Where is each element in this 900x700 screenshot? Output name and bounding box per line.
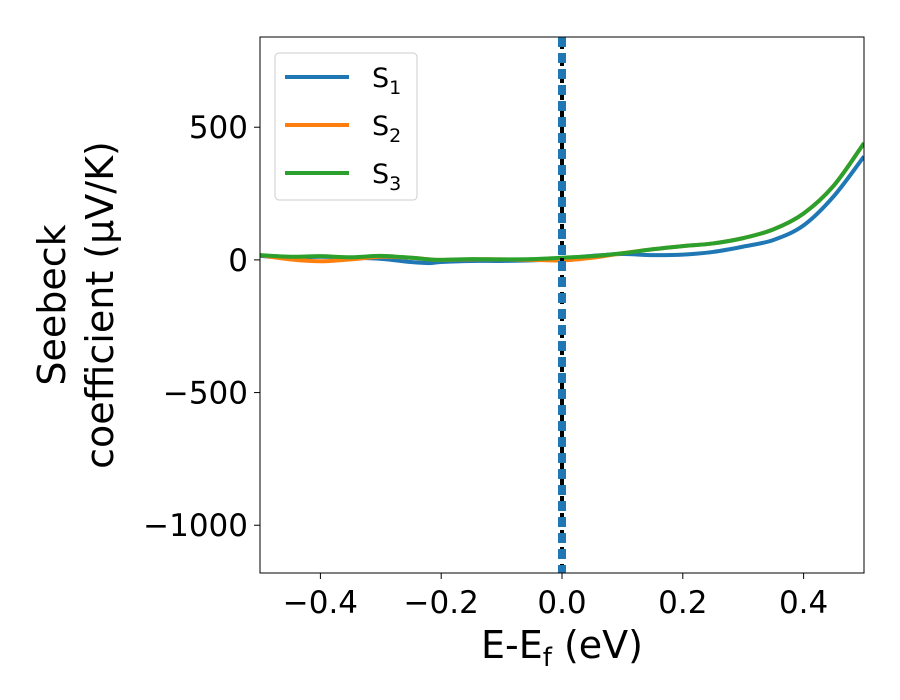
y-tick-label: −500: [163, 376, 248, 412]
legend-label-1: S1: [372, 63, 401, 99]
y-axis-label-line2: coefficient (μV/K): [78, 141, 122, 469]
legend-label-3: S3: [372, 159, 401, 195]
plot-area: [260, 141, 864, 266]
x-tick-label: 0.0: [537, 585, 586, 621]
legend: S1 S2 S3: [274, 52, 418, 201]
x-tick-label: 0.2: [658, 585, 707, 621]
y-axis-label: Seebeck coefficient (μV/K): [30, 141, 122, 469]
legend-label-2: S2: [372, 111, 401, 147]
x-tick-label: −0.2: [404, 585, 479, 621]
y-tick-label: −1000: [143, 508, 248, 544]
x-axis-ticks: −0.4 −0.2 0.0 0.2 0.4: [283, 573, 828, 621]
y-tick-label: 0: [228, 243, 248, 279]
x-axis-label: E-Ef (eV): [481, 623, 643, 673]
x-tick-label: 0.4: [779, 585, 828, 621]
y-tick-label: 500: [189, 110, 248, 146]
y-axis-label-line1: Seebeck: [30, 224, 74, 385]
y-axis-ticks: 500 0 −500 −1000: [143, 110, 260, 544]
series-line-3: [260, 141, 864, 262]
x-tick-label: −0.4: [283, 585, 358, 621]
